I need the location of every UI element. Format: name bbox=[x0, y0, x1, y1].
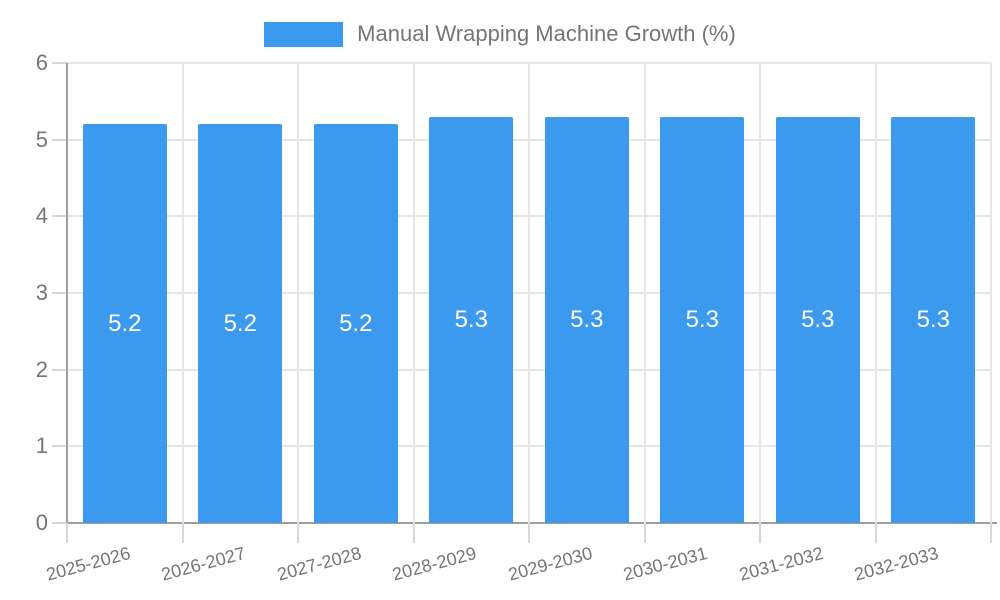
y-tick-mark bbox=[52, 368, 67, 371]
legend-color-swatch bbox=[264, 21, 344, 47]
v-gridline bbox=[181, 63, 184, 523]
y-tick-mark bbox=[52, 138, 67, 141]
x-tick-mark bbox=[643, 523, 646, 543]
x-tick-mark bbox=[990, 523, 992, 543]
y-axis-tick-label: 3 bbox=[35, 280, 48, 305]
bar-2029-2030[interactable]: 5.3 bbox=[544, 116, 629, 523]
y-axis-tick-label: 4 bbox=[35, 203, 48, 229]
y-axis-tick-label: 0 bbox=[35, 510, 48, 535]
legend-label: Manual Wrapping Machine Growth (%) bbox=[357, 21, 736, 46]
y-axis-tick-label: 5 bbox=[35, 126, 48, 152]
bar-value-label: 5.2 bbox=[223, 309, 257, 337]
y-axis-tick-label: 1 bbox=[35, 433, 48, 459]
bar-value-label: 5.2 bbox=[108, 309, 142, 337]
v-gridline bbox=[990, 63, 992, 523]
x-tick-mark bbox=[66, 523, 68, 543]
chart-legend-item[interactable]: Manual Wrapping Machine Growth (%) bbox=[0, 20, 1000, 48]
bar-value-label: 5.3 bbox=[685, 305, 719, 333]
x-axis-line bbox=[67, 522, 997, 524]
x-tick-mark bbox=[874, 523, 877, 543]
y-axis-tick-label: 2 bbox=[35, 356, 48, 382]
y-tick-mark bbox=[52, 215, 67, 218]
x-tick-mark bbox=[181, 523, 184, 543]
y-tick-mark bbox=[52, 445, 67, 448]
bar-value-label: 5.3 bbox=[454, 305, 488, 333]
y-tick-mark bbox=[52, 522, 67, 524]
v-gridline bbox=[874, 63, 877, 523]
bar-2028-2029[interactable]: 5.3 bbox=[429, 116, 514, 523]
x-tick-mark bbox=[759, 523, 761, 543]
y-axis-tick-label: 6 bbox=[35, 50, 48, 75]
bar-value-label: 5.3 bbox=[801, 305, 835, 333]
y-tick-mark bbox=[52, 292, 67, 294]
bar-2032-2033[interactable]: 5.3 bbox=[891, 116, 976, 523]
v-gridline bbox=[412, 63, 415, 523]
bar-value-label: 5.3 bbox=[570, 305, 604, 333]
y-axis-line bbox=[66, 63, 68, 523]
y-tick-mark bbox=[52, 62, 67, 64]
x-tick-mark bbox=[528, 523, 530, 543]
bar-2030-2031[interactable]: 5.3 bbox=[660, 116, 745, 523]
v-gridline bbox=[528, 63, 530, 523]
bar-2025-2026[interactable]: 5.2 bbox=[82, 124, 167, 523]
v-gridline bbox=[759, 63, 761, 523]
v-gridline bbox=[643, 63, 646, 523]
bar-2031-2032[interactable]: 5.3 bbox=[775, 116, 860, 523]
x-tick-mark bbox=[412, 523, 415, 543]
v-gridline bbox=[297, 63, 299, 523]
bar-2027-2028[interactable]: 5.2 bbox=[313, 124, 398, 523]
bar-2026-2027[interactable]: 5.2 bbox=[198, 124, 283, 523]
x-tick-mark bbox=[297, 523, 299, 543]
bar-value-label: 5.2 bbox=[339, 309, 373, 337]
bar-value-label: 5.3 bbox=[916, 305, 950, 333]
